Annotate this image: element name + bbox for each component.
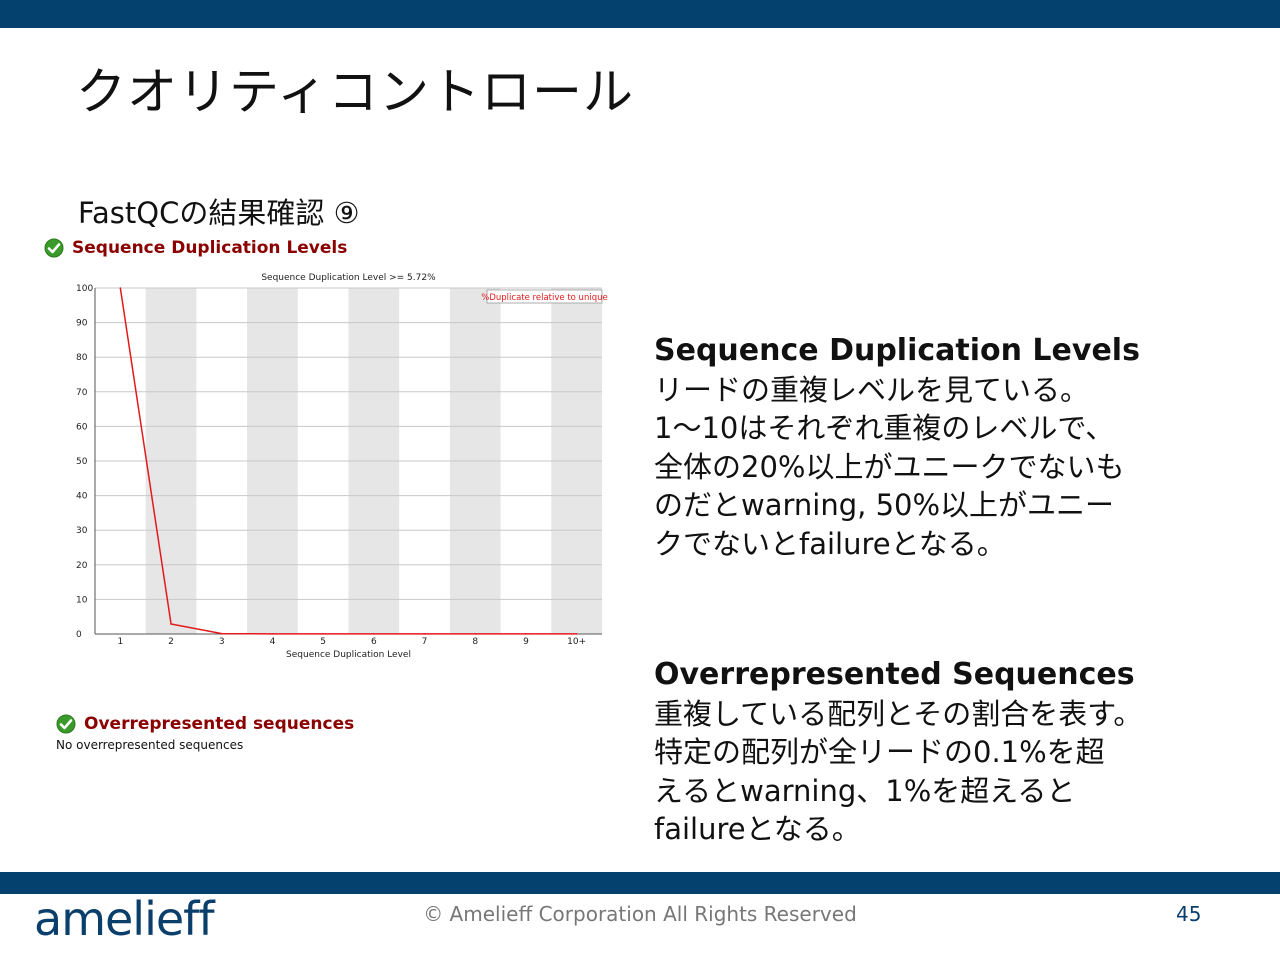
duplication-explanation: Sequence Duplication Levels リードの重複レベルを見て… <box>654 332 1214 563</box>
explanation-line: クでないとfailureとなる。 <box>654 526 1006 561</box>
y-tick-label: 80 <box>76 353 88 363</box>
explanation-line: 重複している配列とその割合を表す。 <box>654 696 1143 731</box>
x-tick-label: 2 <box>168 637 174 647</box>
slide-subtitle: FastQCの結果確認 ⑨ <box>78 196 360 230</box>
y-tick-label: 20 <box>76 561 88 571</box>
duplication-chart: 0 10 20 30 40 50 60 70 80 90 100 1 2 3 4 5 6 7 8 9 10+ Sequen… <box>56 266 616 666</box>
x-tick-label: 10+ <box>567 637 586 647</box>
y-tick-label: 10 <box>76 595 88 605</box>
y-tick-label: 30 <box>76 526 88 536</box>
y-tick-label: 70 <box>76 388 88 398</box>
explanation-line: 全体の20%以上がユニークでないも <box>654 449 1125 484</box>
overrepresented-module-title: Overrepresented sequences <box>84 714 355 734</box>
legend-box <box>486 289 603 304</box>
overrepresented-explanation-heading: Overrepresented Sequences <box>654 657 1135 692</box>
x-axis-label: Sequence Duplication Level <box>286 650 411 660</box>
y-tick-label: 100 <box>76 284 93 294</box>
data-point <box>119 287 122 289</box>
bottom-banner <box>0 872 1280 894</box>
series-line <box>119 287 577 635</box>
y-tick-label: 60 <box>76 422 88 432</box>
data-point <box>373 633 375 635</box>
duplication-module-title: Sequence Duplication Levels <box>72 238 348 258</box>
duplication-chart-svg: 0 10 20 30 40 50 60 70 80 90 100 1 2 3 4 5 6 7 8 9 10+ Sequen… <box>76 273 608 660</box>
y-tick-label: 90 <box>76 319 88 329</box>
data-point <box>525 633 527 635</box>
explanation-line: 特定の配列が全リードの0.1%を超 <box>654 735 1105 769</box>
explanation-line: のだとwarning, 50%以上がユニー <box>654 488 1115 522</box>
chart-title: Sequence Duplication Level >= 5.72% <box>261 273 436 283</box>
copyright-notice: © Amelieff Corporation All Rights Reserv… <box>423 902 857 926</box>
x-tick-label: 1 <box>117 637 123 647</box>
x-tick-label: 7 <box>422 637 428 647</box>
page-number: 45 <box>1176 902 1202 926</box>
overrepresented-message: No overrepresented sequences <box>56 738 244 752</box>
x-tick-label: 9 <box>523 637 529 647</box>
data-point <box>575 633 578 635</box>
y-tick-label: 40 <box>76 492 88 502</box>
duplication-module-heading: Sequence Duplication Levels <box>44 238 347 258</box>
data-point <box>322 633 324 635</box>
explanation-line: リードの重複レベルを見ている。 <box>654 372 1090 407</box>
x-tick-label: 5 <box>320 637 326 647</box>
slide-title: クオリティコントロール <box>76 63 634 121</box>
overrepresented-module-heading: Overrepresented sequences <box>56 714 354 734</box>
duplication-explanation-heading: Sequence Duplication Levels <box>654 333 1140 368</box>
x-tick-label: 8 <box>472 637 478 647</box>
data-point <box>220 632 223 635</box>
data-point <box>170 623 172 625</box>
explanation-line: 1～10はそれぞれ重複のレベルで、 <box>654 411 1115 445</box>
explanation-line: えるとwarning、1%を超えると <box>654 773 1076 808</box>
x-tick-label: 3 <box>219 637 225 647</box>
data-point <box>474 633 477 635</box>
x-tick-label: 4 <box>270 637 276 647</box>
legend-label: %Duplicate relative to unique <box>481 293 607 303</box>
x-tick-label: 6 <box>371 637 377 647</box>
explanation-line: failureとなる。 <box>654 812 861 846</box>
company-logo: amelieff <box>34 892 215 946</box>
check-icon <box>56 714 76 734</box>
overrepresented-explanation: Overrepresented Sequences 重複している配列とその割合を… <box>654 656 1214 849</box>
data-point <box>271 633 274 635</box>
top-banner <box>0 0 1280 28</box>
y-tick-label: 0 <box>76 630 82 640</box>
check-icon <box>44 238 64 258</box>
data-point <box>423 633 426 635</box>
y-tick-label: 50 <box>76 457 88 467</box>
